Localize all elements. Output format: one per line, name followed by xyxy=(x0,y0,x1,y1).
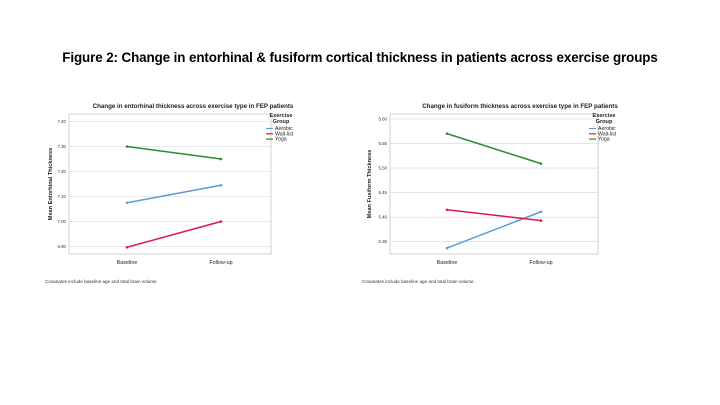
data-point-wait-list xyxy=(445,208,449,212)
chart-title: Change in fusiform thickness across exer… xyxy=(422,103,618,110)
data-point-aerobic xyxy=(445,246,449,250)
figure-title: Figure 2: Change in entorhinal & fusifor… xyxy=(62,50,658,65)
legend-title: Exercise xyxy=(592,113,615,119)
y-tick-label: 7.10 xyxy=(57,194,66,199)
chart-footnote: Covariates include baseline age and tota… xyxy=(362,279,474,284)
series-line-aerobic xyxy=(126,184,222,204)
legend-label: Wait-list xyxy=(598,131,617,137)
series-line-yoga xyxy=(446,132,542,165)
data-point-wait-list xyxy=(539,219,543,222)
x-tick-label: Baseline xyxy=(117,260,138,266)
chart-title: Change in entorhinal thickness across ex… xyxy=(93,103,294,110)
legend-label: Wait-list xyxy=(275,131,294,137)
series-line-yoga xyxy=(126,145,222,160)
legend-title: Group xyxy=(596,119,613,125)
series-line-wait-list xyxy=(446,209,542,222)
y-tick-label: 7.40 xyxy=(57,119,66,124)
legend-label: Yoga xyxy=(598,137,610,143)
data-point-yoga xyxy=(539,162,543,165)
data-point-yoga xyxy=(445,132,449,135)
y-tick-label: 7.00 xyxy=(57,219,66,224)
y-tick-label: 5.55 xyxy=(378,141,387,146)
data-point-aerobic xyxy=(219,183,223,187)
y-axis-label: Mean Entorhinal Thickness xyxy=(48,148,54,220)
data-point-aerobic xyxy=(539,210,543,214)
y-tick-label: 6.90 xyxy=(57,244,66,249)
y-tick-label: 5.40 xyxy=(378,215,387,220)
legend-label: Aerobic xyxy=(275,126,293,132)
series-line-wait-list xyxy=(126,220,222,248)
y-tick-label: 5.60 xyxy=(378,116,387,121)
data-point-aerobic xyxy=(125,201,129,205)
legend-label: Aerobic xyxy=(598,126,616,132)
data-point-wait-list xyxy=(125,245,129,249)
x-tick-label: Baseline xyxy=(437,260,458,266)
y-tick-label: 5.45 xyxy=(378,190,387,195)
x-tick-label: Follow-up xyxy=(209,260,232,266)
y-tick-label: 5.35 xyxy=(378,239,387,244)
chart-footnote: Covariates include baseline age and tota… xyxy=(45,279,157,284)
x-tick-label: Follow-up xyxy=(529,260,552,266)
plot-frame xyxy=(68,113,272,255)
data-point-yoga xyxy=(219,157,223,161)
y-tick-label: 7.30 xyxy=(57,144,66,149)
y-tick-label: 5.50 xyxy=(378,166,387,171)
data-point-yoga xyxy=(125,145,129,148)
legend-title: Exercise xyxy=(269,113,292,119)
y-tick-label: 7.20 xyxy=(57,169,66,174)
legend-title: Group xyxy=(273,119,290,125)
series-line-aerobic xyxy=(446,211,542,249)
legend-label: Yoga xyxy=(275,137,287,143)
y-axis-label: Mean Fusiform Thickness xyxy=(367,150,373,219)
plot-frame xyxy=(389,113,599,255)
data-point-wait-list xyxy=(219,220,223,223)
